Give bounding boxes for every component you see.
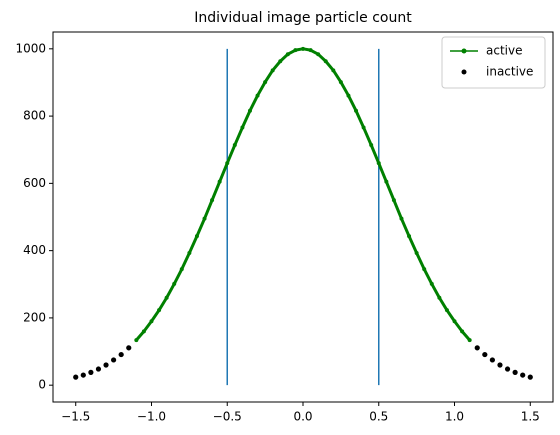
y-tick-label: 800 bbox=[23, 109, 46, 123]
data-point bbox=[149, 319, 154, 324]
data-point bbox=[452, 319, 457, 324]
data-point bbox=[202, 216, 207, 221]
data-point bbox=[391, 198, 396, 203]
data-point bbox=[210, 198, 215, 203]
data-point bbox=[316, 52, 321, 57]
data-point bbox=[172, 281, 177, 286]
data-point bbox=[323, 59, 328, 64]
legend-label: inactive bbox=[486, 65, 533, 79]
data-point bbox=[217, 179, 222, 184]
data-point bbox=[141, 329, 146, 334]
data-point bbox=[225, 161, 230, 166]
data-point bbox=[422, 267, 427, 272]
data-point bbox=[157, 308, 162, 313]
data-point bbox=[80, 372, 86, 378]
data-point bbox=[179, 267, 184, 272]
data-point bbox=[331, 68, 336, 73]
data-point bbox=[263, 80, 268, 85]
x-tick-label: −0.5 bbox=[213, 410, 242, 424]
y-tick-label: 0 bbox=[38, 378, 46, 392]
data-point bbox=[293, 48, 298, 53]
data-point bbox=[354, 108, 359, 113]
data-point bbox=[482, 351, 488, 358]
legend-box bbox=[441, 36, 546, 89]
data-point bbox=[111, 357, 117, 363]
data-point bbox=[474, 345, 480, 351]
data-point bbox=[187, 250, 192, 255]
y-tick-label: 400 bbox=[23, 243, 46, 257]
data-point bbox=[73, 374, 79, 380]
data-point bbox=[240, 125, 245, 130]
x-tick-label: −1.5 bbox=[61, 410, 90, 424]
data-point bbox=[460, 329, 465, 334]
data-point bbox=[504, 366, 511, 372]
data-point bbox=[126, 345, 132, 351]
x-tick-label: −1.0 bbox=[137, 410, 166, 424]
axes-frame bbox=[52, 31, 554, 403]
data-point bbox=[118, 351, 124, 358]
data-point bbox=[527, 374, 533, 380]
data-point bbox=[88, 369, 94, 375]
data-point bbox=[437, 295, 442, 300]
data-point bbox=[497, 362, 503, 368]
data-point bbox=[103, 362, 109, 368]
data-point bbox=[512, 369, 518, 375]
data-point bbox=[247, 108, 252, 113]
data-point bbox=[407, 234, 412, 239]
data-point bbox=[134, 338, 139, 343]
data-point bbox=[232, 143, 237, 148]
data-point bbox=[444, 308, 449, 313]
x-tick-label: 0.0 bbox=[293, 410, 312, 424]
data-point bbox=[376, 161, 381, 166]
chart-title: Individual image particle count bbox=[194, 10, 412, 26]
data-point bbox=[308, 48, 313, 53]
data-point bbox=[255, 93, 260, 98]
data-point bbox=[270, 68, 275, 73]
data-point bbox=[346, 93, 351, 98]
data-point bbox=[285, 52, 290, 57]
data-point bbox=[164, 295, 169, 300]
data-point bbox=[467, 338, 472, 343]
data-point bbox=[384, 179, 389, 184]
data-point bbox=[301, 46, 305, 51]
data-point bbox=[194, 234, 199, 239]
legend-swatch-marker bbox=[461, 48, 467, 54]
x-tick-label: 1.5 bbox=[521, 410, 540, 424]
data-point bbox=[520, 372, 526, 378]
data-point bbox=[369, 143, 374, 148]
y-tick-label: 200 bbox=[23, 310, 46, 324]
legend-swatch-marker bbox=[461, 69, 467, 75]
y-tick-label: 600 bbox=[23, 176, 46, 190]
data-point bbox=[95, 366, 102, 372]
data-point bbox=[278, 59, 283, 64]
data-point bbox=[489, 357, 495, 363]
data-point bbox=[414, 250, 419, 255]
x-tick-label: 0.5 bbox=[369, 410, 388, 424]
data-point bbox=[361, 125, 366, 130]
x-tick-label: 1.0 bbox=[445, 410, 464, 424]
series-line bbox=[135, 47, 471, 342]
y-tick-label: 1000 bbox=[15, 41, 46, 55]
data-point bbox=[399, 216, 404, 221]
data-point bbox=[338, 80, 343, 85]
legend-label: active bbox=[486, 44, 522, 58]
data-point bbox=[429, 281, 434, 286]
